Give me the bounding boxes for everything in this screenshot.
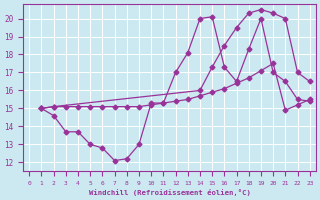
X-axis label: Windchill (Refroidissement éolien,°C): Windchill (Refroidissement éolien,°C) bbox=[89, 189, 251, 196]
